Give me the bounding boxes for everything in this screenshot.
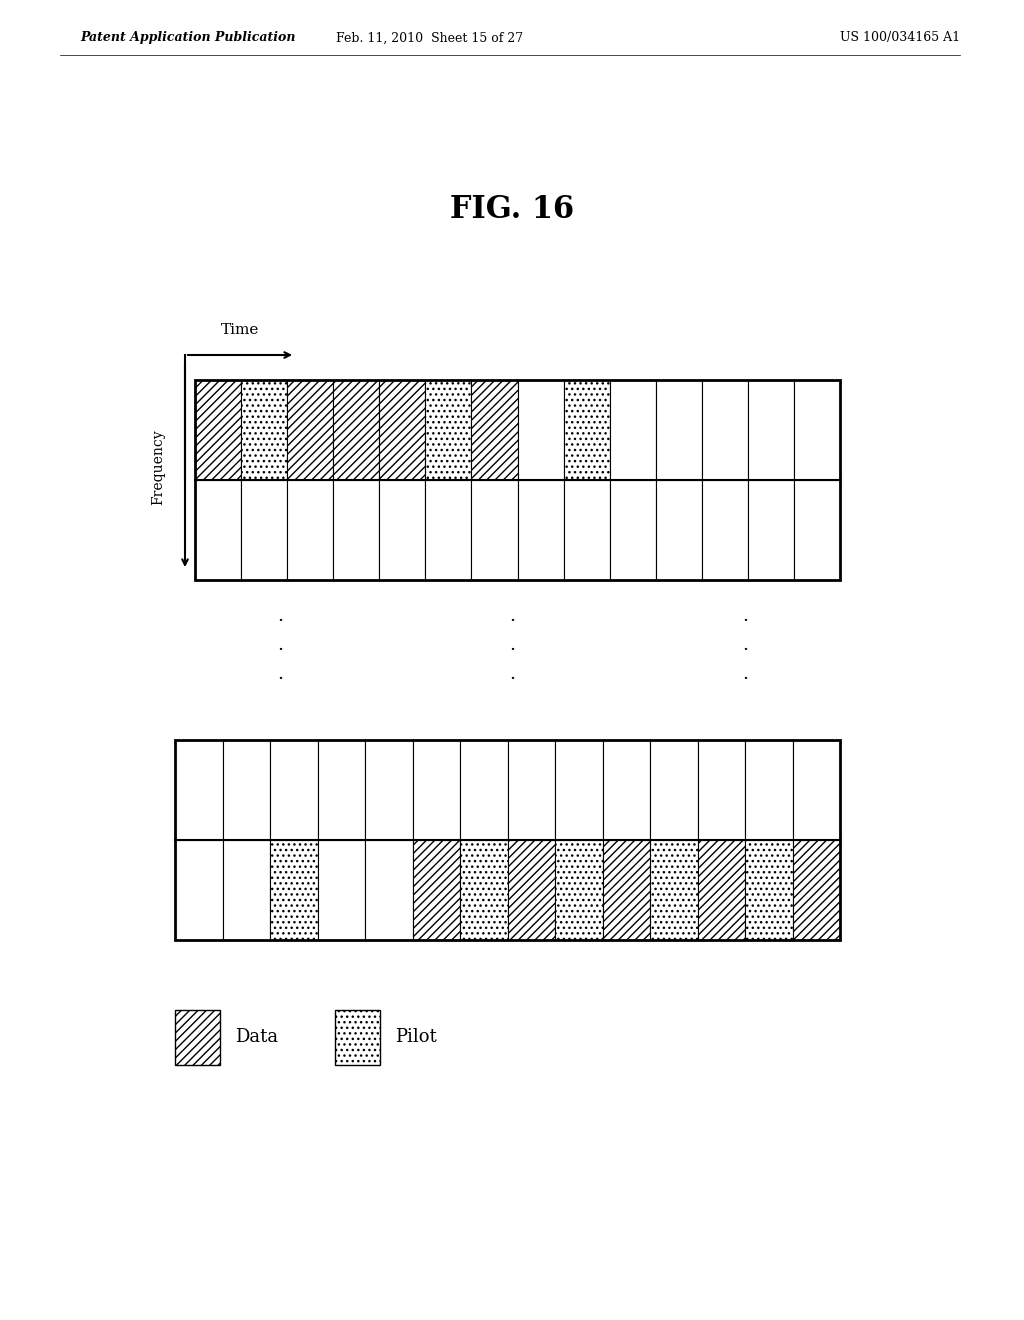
Polygon shape	[335, 1010, 380, 1065]
Polygon shape	[287, 380, 333, 480]
Text: Feb. 11, 2010  Sheet 15 of 27: Feb. 11, 2010 Sheet 15 of 27	[337, 32, 523, 45]
Polygon shape	[317, 741, 365, 840]
Polygon shape	[555, 741, 602, 840]
Polygon shape	[508, 741, 555, 840]
Polygon shape	[745, 741, 793, 840]
Polygon shape	[655, 480, 701, 579]
Polygon shape	[517, 380, 563, 480]
Polygon shape	[270, 741, 317, 840]
Polygon shape	[655, 380, 701, 480]
Text: Time: Time	[221, 323, 259, 337]
Text: ·
·
·: · · ·	[509, 611, 515, 688]
Polygon shape	[793, 741, 840, 840]
Polygon shape	[748, 380, 794, 480]
Polygon shape	[413, 840, 460, 940]
Polygon shape	[794, 380, 840, 480]
Polygon shape	[425, 380, 471, 480]
Polygon shape	[195, 480, 241, 579]
Polygon shape	[287, 480, 333, 579]
Polygon shape	[333, 480, 379, 579]
Polygon shape	[794, 480, 840, 579]
Polygon shape	[413, 741, 460, 840]
Polygon shape	[650, 741, 697, 840]
Text: FIG. 16: FIG. 16	[450, 194, 574, 226]
Polygon shape	[697, 840, 745, 940]
Polygon shape	[425, 480, 471, 579]
Polygon shape	[697, 741, 745, 840]
Polygon shape	[222, 741, 270, 840]
Polygon shape	[508, 840, 555, 940]
Polygon shape	[793, 840, 840, 940]
Polygon shape	[563, 480, 609, 579]
Polygon shape	[317, 840, 365, 940]
Polygon shape	[517, 480, 563, 579]
Text: ·
·
·: · · ·	[742, 611, 749, 688]
Polygon shape	[175, 1010, 220, 1065]
Polygon shape	[555, 840, 602, 940]
Polygon shape	[195, 380, 241, 480]
Polygon shape	[365, 741, 413, 840]
Text: Patent Application Publication: Patent Application Publication	[80, 32, 296, 45]
Polygon shape	[365, 840, 413, 940]
Polygon shape	[379, 480, 425, 579]
Polygon shape	[222, 840, 270, 940]
Polygon shape	[602, 741, 650, 840]
Polygon shape	[270, 840, 317, 940]
Polygon shape	[241, 380, 287, 480]
Polygon shape	[175, 840, 222, 940]
Polygon shape	[460, 741, 508, 840]
Text: Pilot: Pilot	[395, 1028, 437, 1047]
Polygon shape	[175, 741, 222, 840]
Polygon shape	[460, 840, 508, 940]
Polygon shape	[745, 840, 793, 940]
Polygon shape	[748, 480, 794, 579]
Text: US 100/034165 A1: US 100/034165 A1	[840, 32, 961, 45]
Polygon shape	[333, 380, 379, 480]
Polygon shape	[241, 480, 287, 579]
Polygon shape	[563, 380, 609, 480]
Polygon shape	[701, 380, 748, 480]
Polygon shape	[379, 380, 425, 480]
Polygon shape	[609, 480, 655, 579]
Polygon shape	[650, 840, 697, 940]
Polygon shape	[471, 480, 517, 579]
Polygon shape	[609, 380, 655, 480]
Polygon shape	[701, 480, 748, 579]
Text: Frequency: Frequency	[151, 430, 165, 506]
Polygon shape	[471, 380, 517, 480]
Polygon shape	[602, 840, 650, 940]
Text: Data: Data	[234, 1028, 279, 1047]
Text: ·
·
·: · · ·	[276, 611, 283, 688]
